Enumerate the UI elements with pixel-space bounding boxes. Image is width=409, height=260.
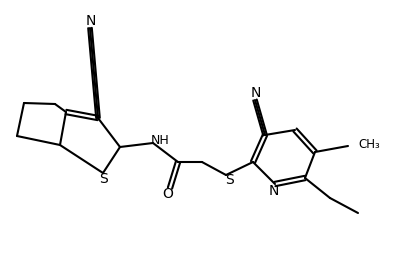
Text: N: N	[85, 14, 96, 28]
Text: N: N	[250, 86, 261, 100]
Text: NH: NH	[150, 134, 169, 147]
Text: S: S	[225, 173, 234, 187]
Text: O: O	[162, 187, 173, 201]
Text: N: N	[268, 184, 279, 198]
Text: S: S	[99, 172, 108, 186]
Text: CH₃: CH₃	[357, 139, 379, 152]
